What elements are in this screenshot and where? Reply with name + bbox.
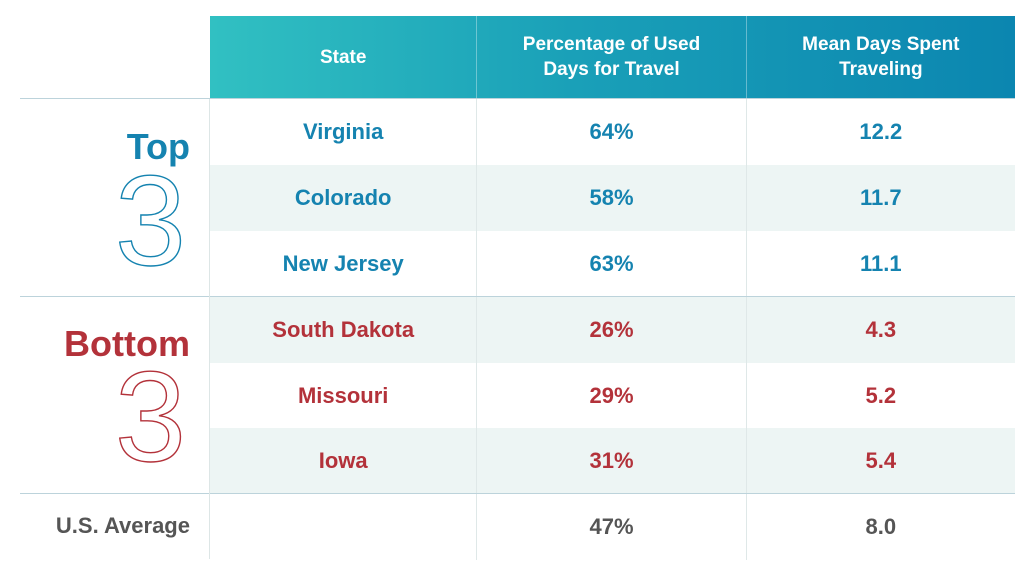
average-state-cell [210, 494, 476, 560]
table-row: Iowa 31% 5.4 [210, 428, 1015, 494]
state-cell: Missouri [297, 383, 389, 408]
average-row: 47% 8.0 [210, 494, 1015, 560]
table-row: Missouri 29% 5.2 [210, 363, 1015, 429]
mean-cell: 11.1 [745, 231, 1015, 297]
state-cell: New Jersey [282, 251, 404, 276]
pct-cell: 63% [476, 231, 745, 297]
state-cell: Iowa [318, 448, 368, 473]
table-row: New Jersey 63% 11.1 [210, 231, 1015, 297]
bottom-outline-number: 3 [114, 358, 187, 468]
average-mean-cell: 8.0 [745, 494, 1015, 560]
top-number-text: 3 [115, 162, 186, 272]
table-header: State Percentage of Used Days for Travel… [210, 16, 1015, 98]
divider-average [20, 493, 1015, 494]
pct-cell: 58% [476, 165, 745, 231]
state-cell: Colorado [294, 185, 392, 210]
state-cell: Virginia [303, 119, 384, 144]
mean-cell: 5.2 [745, 363, 1015, 429]
pct-cell: 26% [476, 297, 745, 363]
pct-cell: 29% [476, 363, 745, 429]
bottom-number-text: 3 [115, 358, 186, 468]
mean-cell: 12.2 [745, 99, 1015, 165]
mean-cell: 5.4 [745, 428, 1015, 494]
header-percentage-used-days: Percentage of Used Days for Travel [476, 16, 745, 98]
bottom-group-label: Bottom [64, 323, 190, 364]
table-left-border [209, 99, 210, 559]
table-row: Virginia 64% 12.2 [210, 99, 1015, 165]
top-outline-number: 3 [114, 162, 187, 272]
header-state: State [319, 46, 367, 68]
pct-cell: 31% [476, 428, 745, 494]
pct-cell: 64% [476, 99, 745, 165]
average-pct-cell: 47% [476, 494, 745, 560]
table-row: South Dakota 26% 4.3 [210, 297, 1015, 363]
table-row: Colorado 58% 11.7 [210, 165, 1015, 231]
divider-top [20, 98, 1015, 99]
state-cell: South Dakota [272, 317, 415, 342]
us-average-label: U.S. Average [55, 513, 190, 538]
top-group-label: Top [126, 126, 190, 167]
mean-cell: 11.7 [745, 165, 1015, 231]
mean-cell: 4.3 [745, 297, 1015, 363]
divider-group [20, 296, 1015, 297]
header-mean-days: Mean Days Spent Traveling [745, 16, 1015, 98]
